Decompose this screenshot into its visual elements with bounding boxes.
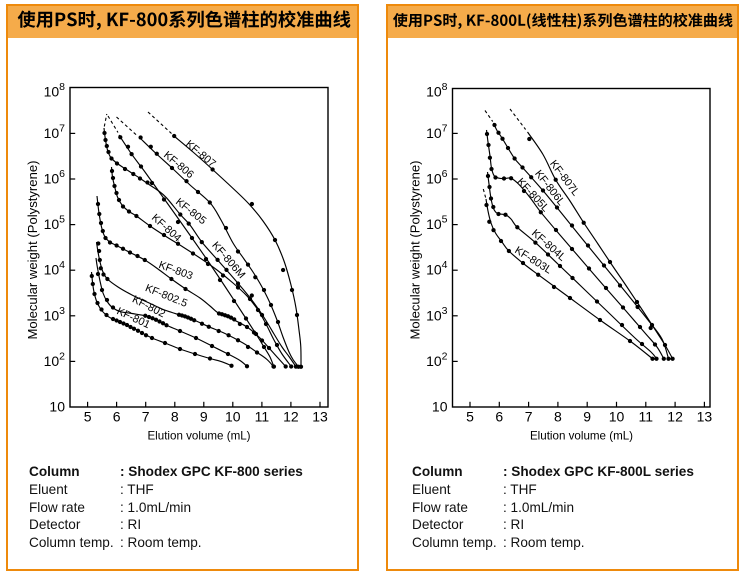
svg-text:107: 107 — [44, 122, 66, 141]
svg-text:6: 6 — [495, 409, 503, 425]
svg-text:Elution volume (mL): Elution volume (mL) — [147, 430, 250, 443]
svg-text:103: 103 — [426, 305, 448, 324]
svg-text:102: 102 — [44, 350, 66, 369]
svg-text:Elution volume (mL): Elution volume (mL) — [530, 430, 633, 443]
svg-text:6: 6 — [113, 409, 121, 425]
svg-text:8: 8 — [171, 409, 179, 425]
svg-text:105: 105 — [44, 214, 66, 233]
svg-text:104: 104 — [44, 259, 66, 278]
svg-text:13: 13 — [312, 409, 328, 425]
svg-text:11: 11 — [639, 409, 654, 425]
svg-text:8: 8 — [554, 409, 562, 425]
svg-text:9: 9 — [583, 409, 591, 425]
svg-text:10: 10 — [225, 409, 241, 425]
svg-text:12: 12 — [283, 409, 299, 425]
svg-text:KF-803: KF-803 — [157, 259, 194, 282]
svg-text:10: 10 — [609, 409, 625, 425]
svg-text:10: 10 — [432, 399, 448, 415]
svg-text:12: 12 — [667, 409, 683, 425]
svg-text:104: 104 — [426, 259, 448, 278]
svg-text:107: 107 — [426, 122, 448, 141]
svg-text:13: 13 — [697, 409, 713, 425]
svg-text:106: 106 — [44, 168, 66, 187]
svg-text:11: 11 — [255, 409, 270, 425]
svg-text:105: 105 — [426, 214, 448, 233]
svg-text:7: 7 — [142, 409, 150, 425]
svg-text:108: 108 — [44, 81, 66, 100]
svg-text:KF-806: KF-806 — [161, 149, 196, 181]
svg-text:103: 103 — [44, 305, 66, 324]
svg-text:108: 108 — [426, 81, 448, 100]
svg-text:10: 10 — [49, 399, 65, 415]
svg-text:5: 5 — [466, 409, 474, 425]
svg-text:Molecular weight (Polystyrene): Molecular weight (Polystyrene) — [408, 160, 423, 339]
svg-text:KF-804: KF-804 — [149, 212, 183, 245]
svg-text:106: 106 — [426, 168, 448, 187]
svg-text:102: 102 — [426, 350, 448, 369]
svg-text:7: 7 — [525, 409, 533, 425]
svg-text:KF-806M: KF-806M — [209, 240, 247, 281]
svg-text:5: 5 — [84, 409, 92, 425]
svg-text:Molecular weight (Polystyrene): Molecular weight (Polystyrene) — [25, 160, 40, 339]
svg-text:9: 9 — [200, 409, 208, 425]
